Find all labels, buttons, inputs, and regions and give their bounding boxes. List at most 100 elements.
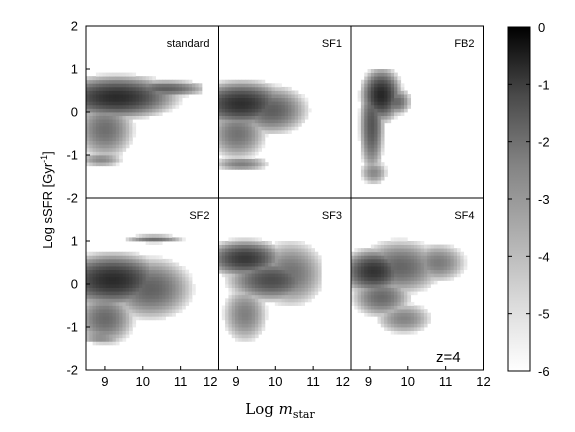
density-cell [314,255,319,260]
density-cell [390,305,395,310]
density-cell [241,140,246,145]
density-cell [427,255,431,260]
density-cell [394,72,398,77]
density-cell [145,287,150,292]
density-cell [99,151,103,156]
density-cell [360,273,365,278]
density-cell [102,341,107,346]
density-cell [447,255,451,260]
density-cell [102,287,107,292]
density-cell [264,316,269,321]
density-cell [119,319,123,324]
density-cell [129,276,133,281]
density-cell [92,341,97,346]
density-cell [119,147,123,152]
density-cell [264,112,269,116]
density-cell [238,90,243,95]
density-cell [264,298,269,303]
density-cell [185,291,190,296]
density-cell [152,79,156,84]
density-cell [397,86,402,91]
density-cell [377,137,382,142]
density-cell [357,269,362,274]
density-cell [231,79,236,84]
density-cell [410,284,415,288]
density-cell [450,248,455,253]
density-cell [225,129,229,134]
density-cell [370,180,375,185]
density-cell [89,273,94,278]
density-cell [298,112,302,116]
density-cell [271,266,276,271]
density-cell [288,284,292,288]
density-cell [417,284,421,288]
density-cell [139,76,143,81]
density-cell [254,262,259,267]
density-cell [367,294,372,299]
density-cell [390,86,395,91]
density-cell [433,273,438,278]
density-cell [89,122,94,127]
density-cell [370,276,375,281]
density-cell [235,119,239,124]
density-cell [129,323,133,328]
density-cell [420,251,425,256]
density-cell [165,280,170,285]
density-cell [221,251,226,256]
density-cell [89,112,94,116]
density-cell [291,294,296,299]
density-cell [400,97,405,102]
density-cell [225,312,229,317]
density-cell [248,129,253,134]
density-cell [367,144,372,149]
density-cell [95,137,100,142]
density-cell [102,258,107,263]
density-cell [228,280,233,285]
density-cell [92,284,97,288]
density-cell [248,301,253,306]
density-cell [231,140,236,145]
density-cell [387,284,392,288]
density-cell [102,294,107,299]
density-cell [264,108,269,113]
density-cell [394,115,398,120]
density-cell [410,255,415,260]
density-cell [360,140,365,145]
density-cell [304,248,309,253]
density-cell [271,244,276,249]
density-cell [248,305,253,310]
density-cell [125,126,130,131]
density-cell [231,255,236,260]
density-cell [311,269,315,274]
density-cell [99,90,103,95]
density-cell [105,319,110,324]
density-cell [178,305,183,310]
density-cell [112,309,117,314]
density-cell [135,312,140,317]
density-cell [423,316,428,321]
density-cell [307,269,312,274]
density-cell [92,298,97,303]
density-cell [148,101,153,106]
density-cell [357,309,362,314]
density-cell [245,244,249,249]
density-cell [152,237,156,242]
density-cell [132,262,137,267]
density-cell [377,119,382,124]
density-cell [394,244,398,249]
density-cell [99,147,103,152]
density-cell [258,133,262,138]
density-cell [357,119,362,124]
density-cell [370,172,375,177]
density-cell [281,276,286,281]
density-cell [165,86,170,91]
density-cell [145,301,150,306]
density-cell [225,284,229,288]
density-cell [129,280,133,285]
density-cell [377,284,382,288]
density-cell [248,97,253,102]
density-cell [135,276,140,281]
density-cell [400,309,405,314]
density-cell [404,319,408,324]
density-cell [225,258,229,263]
